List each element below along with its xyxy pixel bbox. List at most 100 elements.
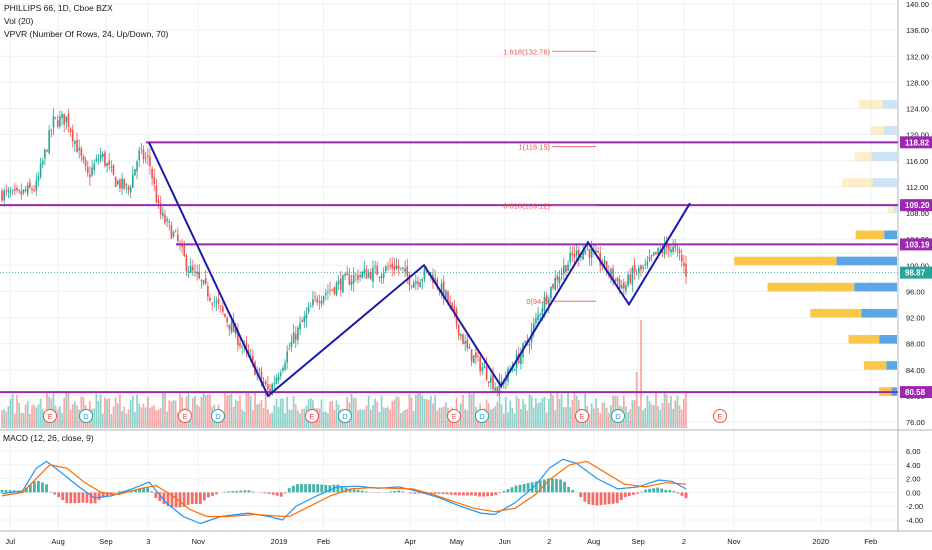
candle-body: [245, 342, 248, 349]
volume-bar: [69, 409, 72, 428]
candle-body: [39, 163, 42, 177]
volume-bar: [29, 413, 31, 428]
candle-body: [500, 382, 503, 384]
dividend-marker[interactable]: [611, 409, 625, 423]
vp-down-bar: [767, 282, 855, 292]
earnings-marker[interactable]: [713, 409, 727, 423]
macd-histogram-bar: [69, 492, 73, 504]
price-badge[interactable]: [900, 199, 932, 212]
macd-histogram-bar: [12, 490, 16, 493]
vp-up-bar: [884, 126, 897, 135]
candle-body: [584, 250, 587, 254]
candle-body: [187, 271, 190, 273]
volume-bar: [670, 396, 672, 428]
macd-histogram-bar: [215, 492, 218, 495]
volume-bar: [592, 408, 595, 428]
candle-body: [404, 268, 406, 272]
candle-body: [237, 329, 239, 346]
macd-histogram-bar: [328, 485, 332, 493]
macd-histogram-bar: [664, 489, 668, 493]
candle-body: [189, 265, 192, 273]
macd-histogram-bar: [393, 490, 396, 493]
macd-histogram-bar: [433, 492, 437, 494]
dividend-marker[interactable]: [338, 409, 352, 423]
macd-histogram-bar: [61, 492, 65, 501]
volume-bar: [556, 392, 559, 428]
earnings-marker[interactable]: [447, 409, 461, 423]
volume-legend[interactable]: Vol (20): [4, 16, 34, 26]
volume-bar: [33, 404, 36, 428]
fib-level-label: 0.618(109.12): [503, 202, 550, 211]
dividend-marker[interactable]: [211, 409, 225, 423]
fib-levels: 1.618(132.76) 1(118.15) 0.618(109.12) 0(94.…: [503, 47, 596, 306]
macd-histogram-bar: [243, 490, 247, 493]
macd-histogram-bar: [652, 488, 656, 493]
candle-body: [650, 254, 653, 257]
volume-bar: [361, 409, 364, 428]
signal-line[interactable]: [1, 460, 687, 518]
candle-body: [18, 190, 20, 192]
candle-body: [558, 277, 561, 284]
price-badge-label: 103.19: [905, 240, 930, 249]
volume-bar: [539, 402, 542, 428]
volume-bar: [470, 394, 473, 428]
symbol-legend[interactable]: PHILLIPS 66, 1D, Cboe BZX: [4, 3, 113, 13]
earnings-marker[interactable]: [178, 409, 192, 423]
event-marker-label: E: [47, 412, 52, 421]
volume-bar: [410, 397, 413, 428]
candle-body: [620, 284, 623, 289]
macd-histogram-bar: [676, 492, 680, 494]
candle-body: [151, 168, 153, 179]
volume-bar: [9, 398, 12, 428]
vp-down-bar: [859, 99, 883, 109]
candle-body: [33, 190, 35, 191]
vp-up-bar: [894, 204, 897, 213]
macd-line[interactable]: [1, 458, 687, 525]
dividend-marker[interactable]: [79, 409, 93, 423]
volume-bar: [607, 413, 610, 428]
volume-bar: [129, 400, 132, 428]
earnings-marker[interactable]: [575, 409, 589, 423]
price-badge[interactable]: [900, 136, 932, 149]
vp-down-bar: [870, 126, 885, 135]
volume-bar: [674, 400, 677, 428]
candle-body: [477, 356, 479, 357]
volume-bar: [74, 401, 76, 428]
volume-bar: [530, 396, 533, 428]
macd-histogram-bar: [308, 484, 311, 493]
volume-bar: [402, 411, 404, 428]
macd-histogram-bar: [680, 492, 684, 496]
volume-bar: [357, 410, 359, 428]
earnings-marker[interactable]: [305, 409, 319, 423]
time-axis-label: Nov: [727, 537, 741, 546]
macd-axis-label: -2.00: [906, 502, 923, 511]
volume-bar: [93, 408, 96, 428]
volume-bar: [505, 397, 507, 428]
volume-bar: [399, 413, 402, 428]
pattern-line[interactable]: [148, 142, 691, 398]
vpvr-legend[interactable]: VPVR (Number Of Rows, 24, Up/Down, 70): [4, 29, 169, 39]
candle-body: [642, 267, 644, 269]
macd-histogram-bar: [587, 492, 591, 505]
volume-bar: [354, 398, 357, 428]
macd-histogram-bar: [348, 489, 352, 493]
macd-histogram-bar: [117, 491, 121, 493]
candle-body: [659, 249, 662, 251]
event-marker-label: E: [182, 412, 187, 421]
earnings-marker[interactable]: [43, 409, 57, 423]
candle-body: [683, 262, 685, 266]
dividend-marker[interactable]: [475, 409, 489, 423]
candle-body: [633, 265, 636, 272]
price-badge[interactable]: [900, 266, 932, 279]
candle-body: [646, 261, 649, 266]
volume-bar: [275, 398, 278, 428]
time-axis-label: Aug: [51, 537, 64, 546]
price-badge[interactable]: [900, 238, 932, 251]
macd-legend[interactable]: MACD (12, 26, close, 9): [3, 433, 94, 443]
price-badge[interactable]: [900, 386, 932, 399]
macd-histogram-bar: [530, 482, 534, 493]
candle-body: [312, 299, 314, 306]
volume-bar: [492, 408, 494, 428]
